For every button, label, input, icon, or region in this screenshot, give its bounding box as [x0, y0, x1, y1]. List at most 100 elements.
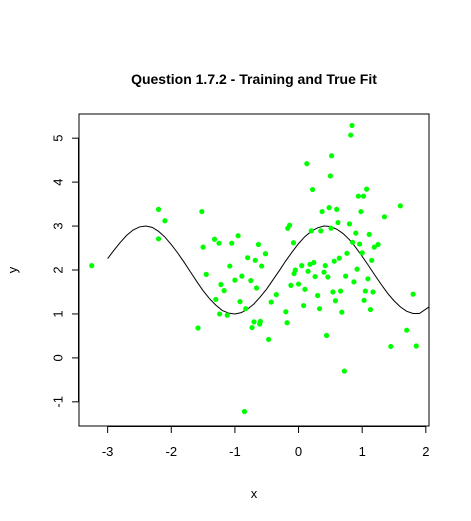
data-point	[334, 206, 340, 212]
data-point	[89, 263, 95, 269]
data-point	[343, 273, 349, 279]
data-point	[388, 343, 394, 350]
data-point	[299, 263, 305, 269]
data-point	[241, 408, 248, 415]
data-point	[339, 309, 345, 315]
data-point	[224, 312, 230, 318]
data-point	[341, 368, 347, 374]
data-point	[321, 269, 327, 275]
plot-area	[89, 122, 430, 415]
data-point	[349, 122, 355, 129]
data-point	[213, 296, 219, 303]
data-point	[323, 332, 330, 339]
data-point	[331, 258, 337, 264]
data-point	[287, 222, 293, 228]
data-point	[325, 274, 331, 280]
data-point	[259, 263, 265, 269]
data-point	[221, 288, 227, 294]
data-point	[371, 244, 377, 250]
data-point	[369, 257, 375, 263]
y-tick-label: 5	[50, 135, 65, 142]
data-point	[362, 288, 368, 294]
data-point	[337, 288, 344, 294]
data-point	[283, 309, 289, 315]
data-point	[375, 241, 381, 248]
data-point	[354, 266, 360, 272]
true-fit-layer	[107, 225, 430, 315]
y-axis: -1 0 1 2 3 4 5	[50, 135, 79, 408]
y-tick-label: -1	[50, 396, 65, 408]
data-point	[350, 239, 356, 245]
data-point	[370, 289, 376, 295]
data-point	[361, 297, 367, 303]
data-point	[360, 193, 367, 199]
data-point	[359, 250, 365, 256]
data-point	[332, 298, 339, 304]
data-point	[268, 299, 274, 305]
data-point	[227, 263, 233, 269]
data-point	[304, 161, 310, 167]
y-tick-label: 4	[50, 178, 65, 185]
data-point	[252, 257, 258, 263]
data-point	[239, 273, 245, 279]
data-point	[284, 320, 290, 326]
data-point	[203, 271, 209, 277]
data-point	[351, 279, 357, 285]
data-point	[237, 299, 243, 305]
y-tick-label: 1	[50, 310, 65, 317]
data-point	[344, 250, 350, 256]
data-point	[248, 277, 254, 284]
data-point	[155, 206, 162, 212]
data-point	[257, 318, 263, 325]
data-point	[200, 244, 206, 250]
data-point	[251, 319, 257, 325]
data-point	[330, 289, 336, 295]
data-point	[358, 208, 364, 215]
data-point	[217, 311, 223, 317]
chart-title: Question 1.7.2 - Training and True Fit	[131, 71, 377, 87]
data-point	[288, 282, 294, 288]
data-point	[290, 240, 297, 246]
data-point	[295, 281, 302, 287]
data-point	[318, 228, 324, 234]
true-fit-line	[107, 225, 430, 315]
data-point	[301, 302, 307, 309]
data-point	[335, 219, 341, 226]
data-point	[312, 273, 318, 280]
data-point	[232, 277, 238, 283]
data-point	[365, 276, 371, 282]
data-point	[322, 263, 328, 269]
data-point	[211, 236, 218, 242]
x-axis-label: x	[251, 486, 258, 501]
data-point	[155, 236, 162, 242]
x-tick-label: 0	[295, 444, 302, 459]
data-point	[413, 343, 419, 349]
data-point	[302, 286, 308, 292]
data-point	[355, 193, 361, 199]
data-point	[364, 186, 370, 192]
data-point	[218, 281, 224, 288]
x-tick-label: -3	[102, 444, 114, 459]
data-point	[316, 306, 323, 312]
data-point	[262, 251, 269, 257]
data-point	[329, 153, 335, 159]
data-point	[253, 285, 260, 291]
data-point	[311, 259, 317, 266]
data-point	[326, 205, 332, 211]
data-point	[162, 218, 168, 224]
data-point	[328, 225, 334, 231]
y-tick-label: 3	[50, 222, 65, 229]
x-tick-label: -2	[165, 444, 177, 459]
data-point	[327, 173, 333, 179]
data-point	[309, 186, 316, 193]
data-point	[195, 325, 201, 331]
y-axis-label: y	[5, 266, 20, 273]
data-point	[348, 132, 354, 138]
data-point	[353, 230, 359, 236]
data-point	[216, 240, 222, 246]
data-point	[366, 231, 372, 238]
data-point	[249, 324, 255, 331]
x-tick-label: 2	[422, 444, 429, 459]
data-point	[308, 228, 314, 234]
data-point	[199, 208, 205, 215]
